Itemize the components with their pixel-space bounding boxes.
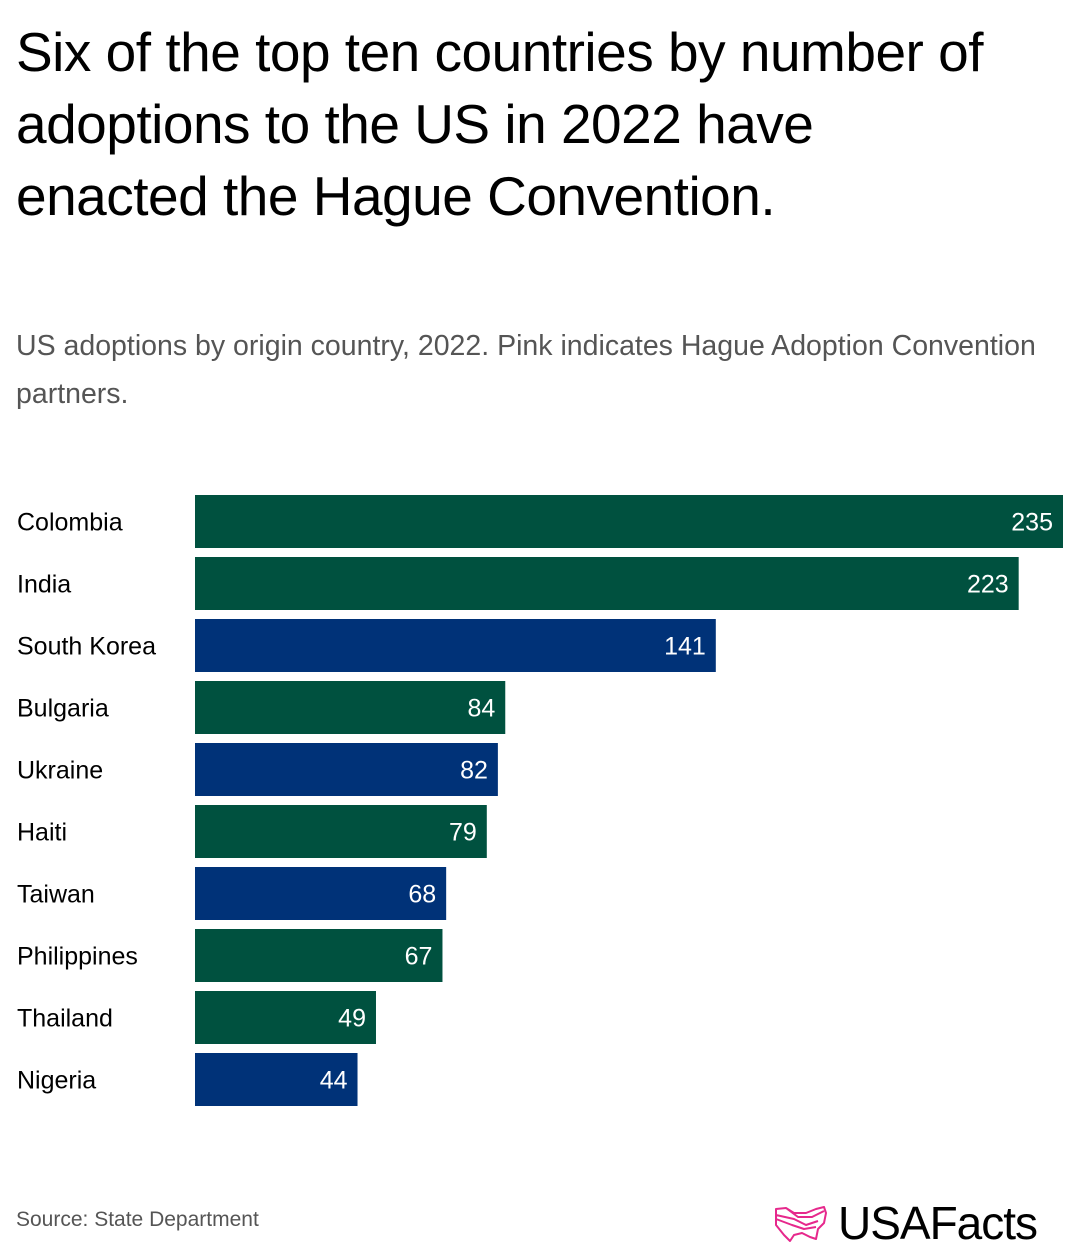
bar-taiwan [195, 867, 447, 920]
category-label: Nigeria [17, 1067, 96, 1095]
category-label: Thailand [17, 1005, 113, 1033]
category-label: Ukraine [17, 757, 103, 785]
usafacts-logo: USAFacts [772, 1196, 1038, 1250]
bar-thailand [195, 991, 376, 1044]
value-label: 141 [664, 633, 706, 661]
value-label: 235 [1011, 509, 1053, 537]
bar-colombia [195, 495, 1063, 548]
category-label: Bulgaria [17, 695, 109, 723]
category-label: South Korea [17, 633, 156, 661]
bar-ukraine [195, 743, 498, 796]
category-label: Colombia [17, 509, 123, 537]
value-label: 44 [320, 1067, 348, 1095]
bar-nigeria [195, 1053, 358, 1106]
source-note: Source: State Department [16, 1208, 259, 1231]
bar-philippines [195, 929, 443, 982]
logo-text: USAFacts [838, 1197, 1038, 1249]
value-label: 79 [449, 819, 477, 847]
category-label: Taiwan [17, 881, 95, 909]
category-label: India [17, 571, 71, 599]
value-label: 84 [467, 695, 495, 723]
bar-india [195, 557, 1019, 610]
bar-south-korea [195, 619, 716, 672]
value-label: 223 [967, 571, 1009, 599]
category-label: Haiti [17, 819, 67, 847]
value-label: 67 [405, 943, 433, 971]
bar-bulgaria [195, 681, 506, 734]
value-label: 68 [408, 881, 436, 909]
chart-title: Six of the top ten countries by number o… [16, 21, 984, 227]
category-label: Philippines [17, 943, 138, 971]
us-map-icon [775, 1206, 827, 1242]
bar-haiti [195, 805, 487, 858]
value-label: 82 [460, 757, 488, 785]
value-label: 49 [338, 1005, 366, 1033]
chart-subtitle: US adoptions by origin country, 2022. Pi… [16, 330, 1036, 410]
